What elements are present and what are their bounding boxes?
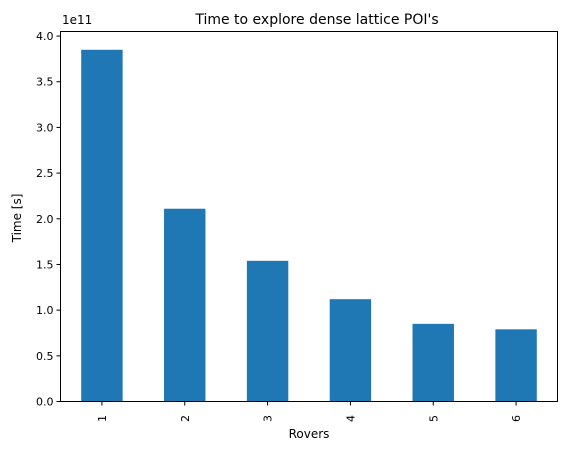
bars-group bbox=[81, 49, 537, 402]
x-axis-label: Rovers bbox=[289, 427, 330, 441]
x-tick-label-3: 3 bbox=[262, 415, 275, 422]
plot-frame bbox=[60, 31, 558, 402]
y-tick-label: 2.0 bbox=[36, 213, 54, 226]
y-tick-label: 4.0 bbox=[36, 30, 54, 43]
chart-title: Time to explore dense lattice POI's bbox=[194, 12, 438, 28]
bar-6 bbox=[495, 329, 537, 402]
bar-5 bbox=[412, 323, 454, 402]
y-tick-label: 3.0 bbox=[36, 121, 54, 134]
x-tick-label-1: 1 bbox=[96, 415, 109, 422]
y-tick-label: 0.5 bbox=[36, 350, 54, 363]
y-tick-label: 3.5 bbox=[36, 76, 54, 89]
bar-1 bbox=[81, 49, 123, 402]
x-tick-label-6: 6 bbox=[510, 415, 523, 422]
bar-3 bbox=[246, 260, 289, 402]
x-tick-label-4: 4 bbox=[344, 415, 357, 422]
bar-2 bbox=[164, 208, 206, 402]
x-ticks-group: 1 2 3 4 5 6 bbox=[96, 401, 523, 422]
y-tick-label: 0.0 bbox=[36, 396, 54, 409]
y-axis-label: Time [s] bbox=[10, 194, 24, 244]
y-ticks-group: 0.0 0.5 1.0 1.5 2.0 2.5 3.0 3.5 4.0 bbox=[36, 30, 61, 409]
bar-4 bbox=[329, 299, 372, 402]
y-tick-label: 1.0 bbox=[36, 304, 54, 317]
x-tick-label-2: 2 bbox=[179, 415, 192, 422]
y-tick-label: 2.5 bbox=[36, 167, 54, 180]
x-tick-label-5: 5 bbox=[427, 415, 440, 422]
y-offset-label: 1e11 bbox=[62, 13, 92, 27]
y-tick-label: 1.5 bbox=[36, 258, 54, 271]
